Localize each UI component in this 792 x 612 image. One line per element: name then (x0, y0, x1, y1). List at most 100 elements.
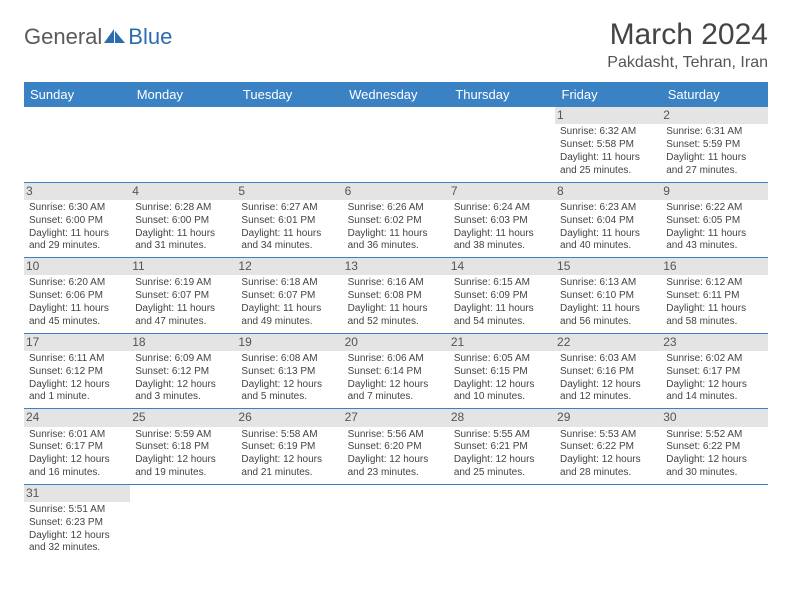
calendar-body: 1Sunrise: 6:32 AMSunset: 5:58 PMDaylight… (24, 107, 768, 559)
calendar-day-cell (661, 484, 767, 559)
day-detail-line: and 31 minutes. (135, 240, 231, 253)
day-number: 16 (661, 258, 767, 275)
day-detail-line: Daylight: 11 hours (241, 303, 337, 316)
day-detail-line: Daylight: 12 hours (135, 454, 231, 467)
day-number: 6 (343, 183, 449, 200)
day-detail-line: and 54 minutes. (454, 316, 550, 329)
day-detail-line: Daylight: 12 hours (348, 379, 444, 392)
day-detail-line: Sunrise: 6:02 AM (666, 353, 762, 366)
calendar-day-cell: 12Sunrise: 6:18 AMSunset: 6:07 PMDayligh… (236, 258, 342, 334)
calendar-day-cell: 6Sunrise: 6:26 AMSunset: 6:02 PMDaylight… (343, 182, 449, 258)
calendar-week-row: 3Sunrise: 6:30 AMSunset: 6:00 PMDaylight… (24, 182, 768, 258)
day-detail-line: Sunrise: 6:28 AM (135, 202, 231, 215)
calendar-day-cell: 13Sunrise: 6:16 AMSunset: 6:08 PMDayligh… (343, 258, 449, 334)
day-detail-line: and 16 minutes. (29, 467, 125, 480)
day-number: 21 (449, 334, 555, 351)
day-detail-line: Daylight: 11 hours (135, 228, 231, 241)
calendar-day-cell: 7Sunrise: 6:24 AMSunset: 6:03 PMDaylight… (449, 182, 555, 258)
day-detail-line: Sunset: 6:08 PM (348, 290, 444, 303)
day-detail-line: Daylight: 11 hours (29, 228, 125, 241)
day-number: 13 (343, 258, 449, 275)
day-number: 28 (449, 409, 555, 426)
day-detail-line: Sunrise: 6:15 AM (454, 277, 550, 290)
day-detail-line: Sunrise: 6:23 AM (560, 202, 656, 215)
day-detail-line: Daylight: 11 hours (135, 303, 231, 316)
day-detail-line: and 1 minute. (29, 391, 125, 404)
day-number: 2 (661, 107, 767, 124)
weekday-header: Tuesday (236, 82, 342, 107)
day-detail-line: Sunrise: 6:13 AM (560, 277, 656, 290)
day-detail-line: Sunset: 6:13 PM (241, 366, 337, 379)
weekday-header-row: SundayMondayTuesdayWednesdayThursdayFrid… (24, 82, 768, 107)
day-detail-line: and 10 minutes. (454, 391, 550, 404)
day-number: 22 (555, 334, 661, 351)
day-number: 15 (555, 258, 661, 275)
calendar-week-row: 24Sunrise: 6:01 AMSunset: 6:17 PMDayligh… (24, 409, 768, 485)
day-detail-line: Sunrise: 6:22 AM (666, 202, 762, 215)
calendar-day-cell (236, 107, 342, 182)
calendar-week-row: 17Sunrise: 6:11 AMSunset: 6:12 PMDayligh… (24, 333, 768, 409)
day-detail-line: Daylight: 12 hours (666, 379, 762, 392)
empty-day (343, 107, 449, 124)
weekday-header: Friday (555, 82, 661, 107)
day-detail-line: Daylight: 12 hours (560, 454, 656, 467)
day-detail-line: and 28 minutes. (560, 467, 656, 480)
day-detail-line: Sunset: 6:07 PM (241, 290, 337, 303)
day-number: 31 (24, 485, 130, 502)
day-detail-line: Sunset: 6:12 PM (135, 366, 231, 379)
day-detail-line: Sunset: 6:11 PM (666, 290, 762, 303)
day-detail-line: Sunset: 6:17 PM (29, 441, 125, 454)
day-detail-line: Sunset: 6:20 PM (348, 441, 444, 454)
day-detail-line: Sunrise: 6:12 AM (666, 277, 762, 290)
day-detail-line: and 21 minutes. (241, 467, 337, 480)
day-detail-line: Sunset: 6:10 PM (560, 290, 656, 303)
day-detail-line: Daylight: 12 hours (454, 379, 550, 392)
day-detail-line: Sunset: 6:03 PM (454, 215, 550, 228)
day-detail-line: Sunset: 6:00 PM (135, 215, 231, 228)
day-detail-line: Sunset: 6:19 PM (241, 441, 337, 454)
calendar-day-cell: 24Sunrise: 6:01 AMSunset: 6:17 PMDayligh… (24, 409, 130, 485)
day-detail-line: Daylight: 12 hours (666, 454, 762, 467)
day-detail-line: Sunrise: 6:06 AM (348, 353, 444, 366)
day-detail-line: Sunset: 6:04 PM (560, 215, 656, 228)
logo-text-blue: Blue (128, 24, 172, 50)
calendar-day-cell: 14Sunrise: 6:15 AMSunset: 6:09 PMDayligh… (449, 258, 555, 334)
day-detail-line: and 29 minutes. (29, 240, 125, 253)
day-detail-line: and 58 minutes. (666, 316, 762, 329)
calendar-day-cell: 5Sunrise: 6:27 AMSunset: 6:01 PMDaylight… (236, 182, 342, 258)
day-detail-line: and 38 minutes. (454, 240, 550, 253)
day-detail-line: Sunset: 5:58 PM (560, 139, 656, 152)
calendar-day-cell: 31Sunrise: 5:51 AMSunset: 6:23 PMDayligh… (24, 484, 130, 559)
day-detail-line: Sunset: 6:18 PM (135, 441, 231, 454)
calendar-day-cell (343, 107, 449, 182)
day-detail-line: Sunrise: 6:32 AM (560, 126, 656, 139)
day-detail-line: Daylight: 12 hours (29, 379, 125, 392)
weekday-header: Monday (130, 82, 236, 107)
calendar-day-cell: 1Sunrise: 6:32 AMSunset: 5:58 PMDaylight… (555, 107, 661, 182)
empty-day (130, 107, 236, 124)
day-detail-line: Daylight: 12 hours (348, 454, 444, 467)
day-detail-line: and 49 minutes. (241, 316, 337, 329)
day-detail-line: Sunrise: 5:56 AM (348, 429, 444, 442)
calendar-week-row: 31Sunrise: 5:51 AMSunset: 6:23 PMDayligh… (24, 484, 768, 559)
day-detail-line: Sunset: 6:15 PM (454, 366, 550, 379)
day-detail-line: and 12 minutes. (560, 391, 656, 404)
day-detail-line: Daylight: 11 hours (454, 228, 550, 241)
day-detail-line: Daylight: 11 hours (560, 303, 656, 316)
day-number: 29 (555, 409, 661, 426)
weekday-header: Sunday (24, 82, 130, 107)
calendar-day-cell: 22Sunrise: 6:03 AMSunset: 6:16 PMDayligh… (555, 333, 661, 409)
day-number: 7 (449, 183, 555, 200)
calendar-day-cell (343, 484, 449, 559)
day-detail-line: Daylight: 12 hours (241, 379, 337, 392)
day-detail-line: Sunrise: 6:16 AM (348, 277, 444, 290)
day-detail-line: Sunset: 6:21 PM (454, 441, 550, 454)
day-detail-line: Daylight: 12 hours (29, 530, 125, 543)
day-number: 5 (236, 183, 342, 200)
day-detail-line: Sunrise: 6:11 AM (29, 353, 125, 366)
calendar-day-cell: 8Sunrise: 6:23 AMSunset: 6:04 PMDaylight… (555, 182, 661, 258)
calendar-day-cell: 23Sunrise: 6:02 AMSunset: 6:17 PMDayligh… (661, 333, 767, 409)
calendar-day-cell: 19Sunrise: 6:08 AMSunset: 6:13 PMDayligh… (236, 333, 342, 409)
day-detail-line: and 36 minutes. (348, 240, 444, 253)
day-detail-line: and 23 minutes. (348, 467, 444, 480)
